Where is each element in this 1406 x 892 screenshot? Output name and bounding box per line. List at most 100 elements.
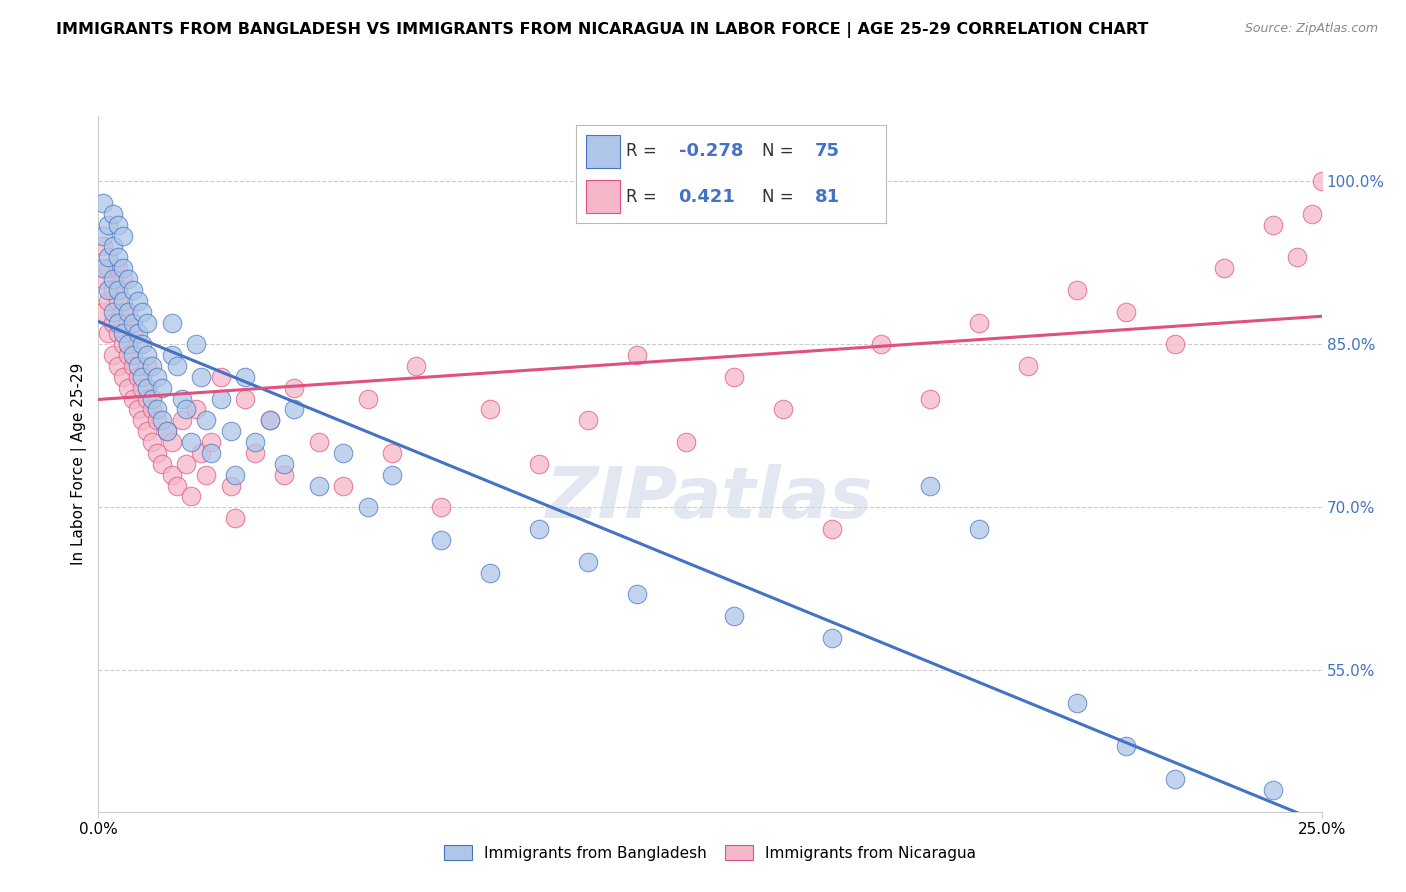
Point: [101, 348, 124, 362]
Point: [478, 402, 501, 417]
Point: [111, 228, 134, 243]
Point: [920, 478, 942, 492]
Point: [136, 359, 159, 373]
Point: [967, 316, 990, 330]
Point: [219, 478, 242, 492]
Point: [141, 392, 163, 406]
Point: [166, 478, 188, 492]
Point: [219, 424, 242, 438]
Point: [920, 392, 942, 406]
Point: [107, 326, 129, 341]
Point: [107, 359, 129, 373]
Point: [1115, 739, 1137, 754]
Point: [224, 467, 246, 482]
Point: [131, 304, 153, 318]
Point: [156, 424, 179, 438]
Point: [131, 381, 153, 395]
Point: [332, 478, 354, 492]
Point: [200, 435, 222, 450]
Point: [332, 446, 354, 460]
Point: [101, 272, 124, 286]
Text: N =: N =: [762, 187, 799, 205]
Point: [160, 467, 183, 482]
Point: [1115, 304, 1137, 318]
Point: [131, 337, 153, 351]
Point: [127, 359, 149, 373]
Point: [224, 511, 246, 525]
Point: [111, 261, 134, 276]
Point: [146, 413, 169, 427]
Point: [127, 293, 149, 308]
Point: [160, 316, 183, 330]
Point: [150, 413, 173, 427]
Point: [243, 435, 266, 450]
Point: [195, 413, 218, 427]
Point: [1212, 261, 1234, 276]
Point: [97, 283, 120, 297]
Text: N =: N =: [762, 143, 799, 161]
Point: [141, 402, 163, 417]
Point: [156, 424, 179, 438]
Point: [430, 500, 453, 515]
Point: [170, 413, 193, 427]
Point: [127, 326, 149, 341]
Point: [97, 250, 120, 264]
Point: [127, 402, 149, 417]
Point: [117, 272, 139, 286]
Point: [243, 446, 266, 460]
Point: [91, 228, 114, 243]
Point: [97, 261, 120, 276]
Point: [91, 272, 114, 286]
Point: [97, 326, 120, 341]
Point: [107, 316, 129, 330]
Point: [967, 522, 990, 536]
Point: [186, 402, 208, 417]
Point: [131, 413, 153, 427]
Point: [136, 316, 159, 330]
Legend: Immigrants from Bangladesh, Immigrants from Nicaragua: Immigrants from Bangladesh, Immigrants f…: [439, 838, 981, 867]
Point: [131, 370, 153, 384]
Point: [117, 348, 139, 362]
Point: [273, 467, 295, 482]
Point: [121, 392, 143, 406]
Point: [821, 631, 844, 645]
Point: [117, 381, 139, 395]
Point: [107, 250, 129, 264]
Point: [1261, 218, 1284, 232]
Point: [101, 304, 124, 318]
Point: [283, 381, 305, 395]
Point: [180, 435, 202, 450]
Point: [166, 359, 188, 373]
Point: [121, 316, 143, 330]
Point: [101, 207, 124, 221]
Point: [136, 348, 159, 362]
Point: [91, 196, 114, 211]
Point: [121, 326, 143, 341]
Point: [150, 381, 173, 395]
Point: [101, 239, 124, 253]
Point: [97, 293, 120, 308]
Point: [1066, 696, 1088, 710]
Point: [190, 370, 212, 384]
Point: [821, 522, 844, 536]
Point: [381, 467, 404, 482]
Point: [146, 370, 169, 384]
Point: [121, 283, 143, 297]
Point: [478, 566, 501, 580]
Point: [405, 359, 427, 373]
Point: [160, 348, 183, 362]
Point: [576, 555, 599, 569]
Point: [1286, 250, 1309, 264]
Point: [127, 370, 149, 384]
Point: [233, 392, 256, 406]
Point: [356, 500, 378, 515]
Point: [1066, 283, 1088, 297]
Point: [136, 381, 159, 395]
Text: -0.278: -0.278: [679, 143, 742, 161]
Point: [527, 457, 550, 471]
Text: 75: 75: [814, 143, 839, 161]
Point: [150, 457, 173, 471]
Point: [170, 392, 193, 406]
Point: [146, 402, 169, 417]
Point: [111, 326, 134, 341]
